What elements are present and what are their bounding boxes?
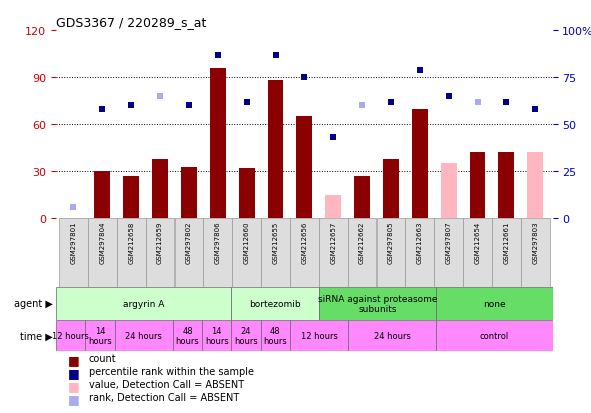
Text: bortezomib: bortezomib [249, 299, 301, 308]
Bar [117, 219, 145, 287]
Text: 24 hours: 24 hours [374, 331, 410, 340]
Bar [145, 219, 174, 287]
Bar [174, 219, 203, 287]
Text: GSM212654: GSM212654 [475, 221, 480, 263]
Text: control: control [479, 331, 509, 340]
Text: ■: ■ [68, 392, 80, 405]
Bar [232, 219, 261, 287]
Bar [436, 287, 553, 320]
Text: 24
hours: 24 hours [234, 326, 258, 345]
Text: GSM212659: GSM212659 [157, 221, 163, 263]
Text: GSM297802: GSM297802 [186, 221, 192, 263]
Bar [290, 320, 348, 351]
Bar [239, 169, 255, 219]
Bar [319, 287, 436, 320]
Bar [261, 320, 290, 351]
Text: GSM297807: GSM297807 [446, 221, 452, 263]
Text: GSM212661: GSM212661 [504, 221, 509, 263]
Bar [348, 219, 376, 287]
Text: GSM297801: GSM297801 [70, 221, 76, 263]
Bar [436, 320, 553, 351]
Bar [319, 219, 348, 287]
Bar [492, 219, 521, 287]
Text: GSM212657: GSM212657 [330, 221, 336, 263]
Bar [88, 219, 117, 287]
Bar [56, 320, 85, 351]
Text: 12 hours: 12 hours [53, 331, 89, 340]
Bar [434, 219, 463, 287]
Bar [181, 167, 197, 219]
Bar [498, 153, 514, 219]
Bar [173, 320, 202, 351]
Bar [527, 153, 543, 219]
Bar [348, 320, 436, 351]
Text: count: count [89, 353, 116, 363]
Text: GSM212660: GSM212660 [243, 221, 249, 263]
Bar [376, 219, 405, 287]
Bar [202, 320, 231, 351]
Text: GSM297803: GSM297803 [532, 221, 538, 263]
Bar [231, 287, 319, 320]
Bar [152, 159, 168, 219]
Text: agent ▶: agent ▶ [14, 299, 53, 309]
Text: argyrin A: argyrin A [123, 299, 164, 308]
Bar [85, 320, 115, 351]
Bar [124, 177, 139, 219]
Text: siRNA against proteasome
subunits: siRNA against proteasome subunits [317, 294, 437, 313]
Bar [412, 109, 428, 219]
Bar [383, 159, 399, 219]
Text: time ▶: time ▶ [21, 330, 53, 341]
Bar [463, 219, 492, 287]
Text: ■: ■ [68, 379, 80, 392]
Bar [325, 195, 341, 219]
Text: GSM297805: GSM297805 [388, 221, 394, 263]
Bar [470, 153, 485, 219]
Bar [56, 287, 231, 320]
Text: 48
hours: 48 hours [176, 326, 199, 345]
Text: ■: ■ [68, 366, 80, 379]
Text: GSM297804: GSM297804 [99, 221, 105, 263]
Text: 12 hours: 12 hours [301, 331, 337, 340]
Bar [210, 69, 226, 219]
Bar [297, 117, 312, 219]
Text: percentile rank within the sample: percentile rank within the sample [89, 366, 254, 376]
Text: GSM212662: GSM212662 [359, 221, 365, 263]
Text: ■: ■ [68, 353, 80, 366]
Bar [290, 219, 319, 287]
Text: value, Detection Call = ABSENT: value, Detection Call = ABSENT [89, 379, 243, 389]
Bar [441, 164, 457, 219]
Text: 14
hours: 14 hours [88, 326, 112, 345]
Text: none: none [483, 299, 505, 308]
Bar [59, 219, 88, 287]
Text: GSM212663: GSM212663 [417, 221, 423, 263]
Bar [261, 219, 290, 287]
Bar [521, 219, 550, 287]
Text: GSM212656: GSM212656 [301, 221, 307, 263]
Bar [405, 219, 434, 287]
Text: rank, Detection Call = ABSENT: rank, Detection Call = ABSENT [89, 392, 239, 401]
Text: GDS3367 / 220289_s_at: GDS3367 / 220289_s_at [56, 16, 206, 29]
Text: GSM212655: GSM212655 [272, 221, 278, 263]
Text: 24 hours: 24 hours [125, 331, 162, 340]
Text: GSM212658: GSM212658 [128, 221, 134, 263]
Bar [268, 81, 284, 219]
Text: 48
hours: 48 hours [263, 326, 287, 345]
Bar [354, 177, 370, 219]
Bar [95, 172, 111, 219]
Bar [115, 320, 173, 351]
Bar [231, 320, 261, 351]
Bar [203, 219, 232, 287]
Text: GSM297806: GSM297806 [215, 221, 221, 263]
Text: 14
hours: 14 hours [205, 326, 229, 345]
